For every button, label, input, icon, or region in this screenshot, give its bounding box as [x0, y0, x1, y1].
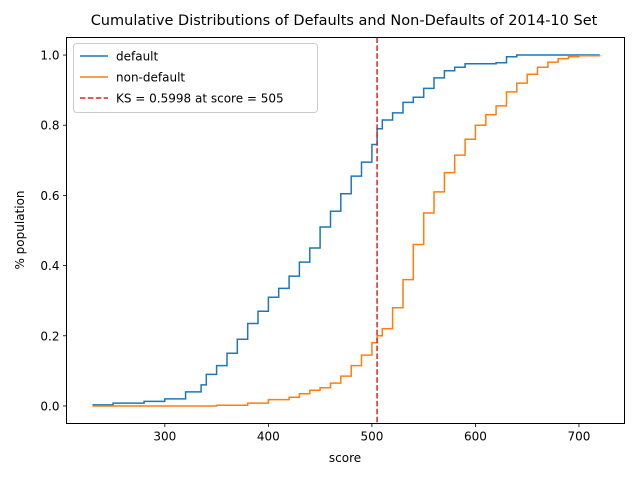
y-tick-label: 0.2	[40, 329, 59, 343]
y-tick-label: 1.0	[40, 49, 59, 63]
series-line-default	[92, 54, 600, 406]
y-tick-label: 0.0	[40, 399, 59, 413]
y-tick-label: 0.6	[40, 189, 59, 203]
y-tick-label: 0.4	[40, 259, 59, 273]
plot-area	[92, 37, 601, 424]
legend-label-ks-line: KS = 0.5998 at score = 505	[116, 92, 284, 106]
plot-frame	[66, 37, 625, 424]
x-axis-ticks: 300 400 500 600 700	[153, 423, 590, 444]
legend: default non-default KS = 0.5998 at score…	[73, 43, 318, 113]
x-axis-label: score	[329, 451, 361, 465]
y-tick-label: 0.8	[40, 119, 59, 133]
y-axis-label: % population	[13, 190, 27, 269]
x-tick-label: 300	[153, 430, 176, 444]
x-tick-label: 700	[567, 430, 590, 444]
series-line-non-default	[92, 54, 601, 407]
x-tick-label: 500	[360, 430, 383, 444]
y-axis-ticks: 0.0 0.2 0.4 0.6 0.8 1.0	[40, 49, 67, 413]
legend-label-default: default	[116, 50, 159, 64]
chart-title: Cumulative Distributions of Defaults and…	[91, 13, 598, 29]
x-tick-label: 400	[257, 430, 280, 444]
legend-label-non-default: non-default	[116, 71, 185, 85]
legend-frame	[73, 43, 318, 113]
x-tick-label: 600	[464, 430, 487, 444]
